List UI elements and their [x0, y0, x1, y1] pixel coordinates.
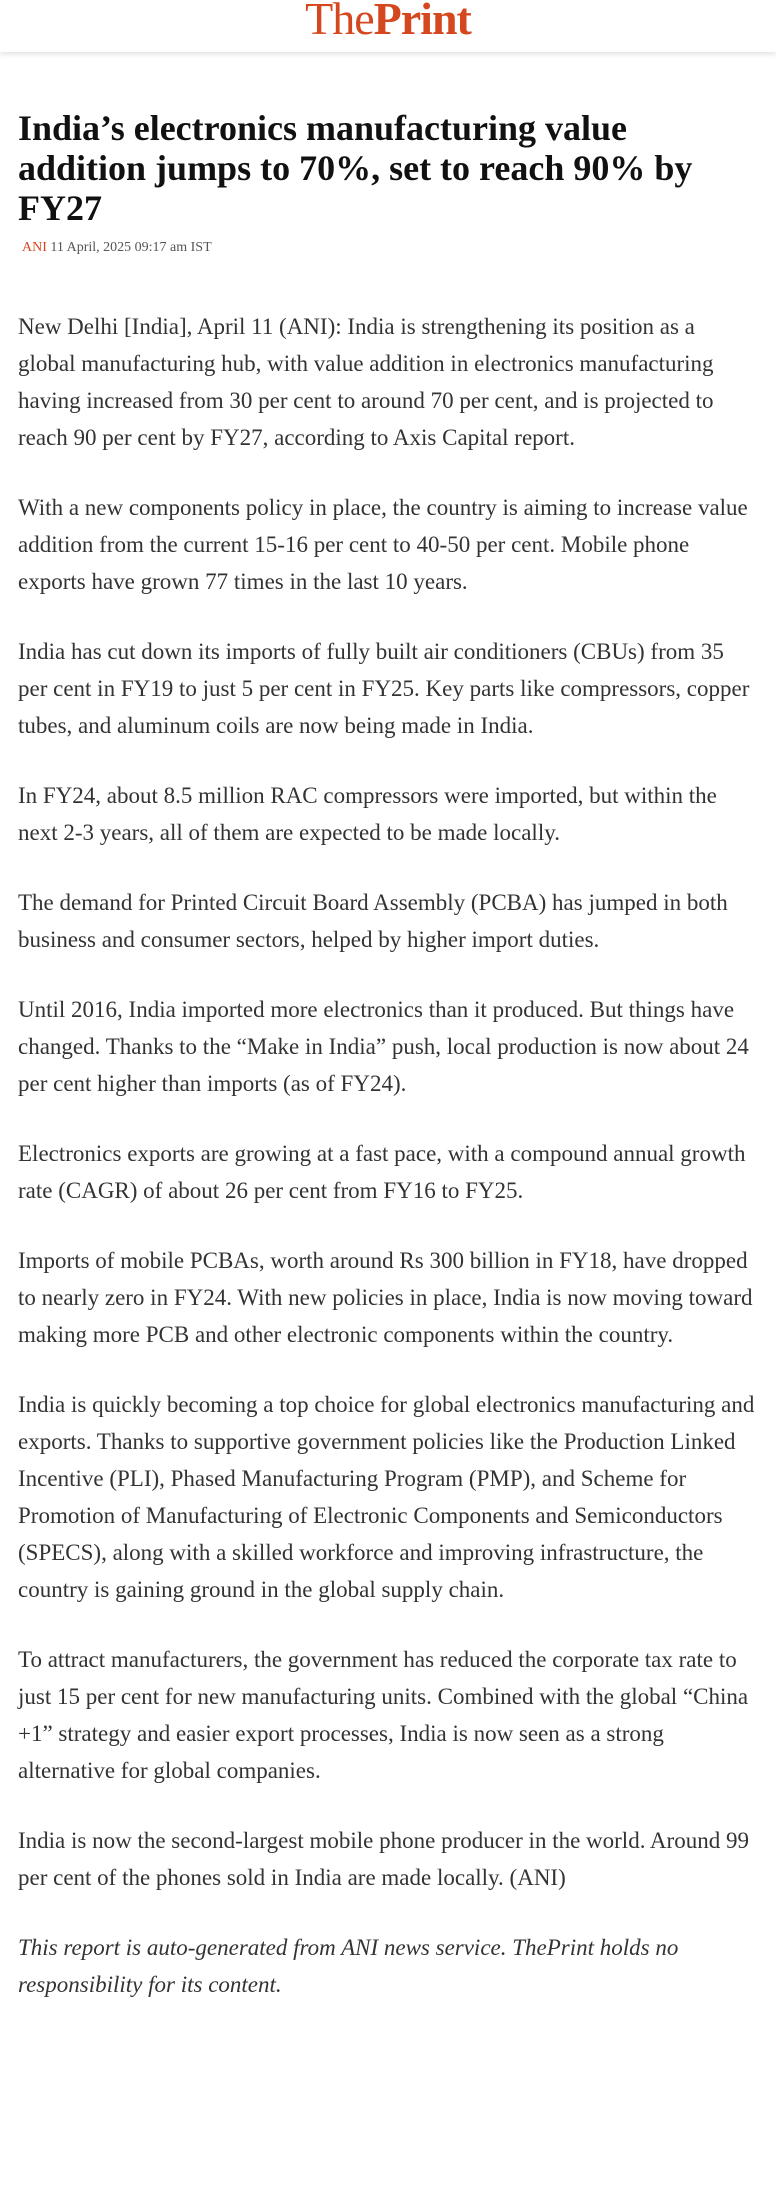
byline: ANI 11 April, 2025 09:17 am IST: [22, 240, 758, 256]
paragraph: The demand for Printed Circuit Board Ass…: [18, 890, 728, 952]
paragraph: Imports of mobile PCBAs, worth around Rs…: [18, 1248, 753, 1347]
byline-date: 11 April, 2025 09:17 am IST: [50, 240, 212, 255]
paragraph: In FY24, about 8.5 million RAC compresso…: [18, 783, 717, 845]
article: India’s electronics manufacturing value …: [0, 108, 776, 2003]
byline-source[interactable]: ANI: [22, 240, 47, 255]
paragraph: New Delhi [India], April 11 (ANI): India…: [18, 314, 714, 450]
logo[interactable]: ThePrint: [305, 0, 472, 44]
site-header: ThePrint: [0, 0, 776, 52]
paragraph: India has cut down its imports of fully …: [18, 639, 750, 738]
paragraph: With a new components policy in place, t…: [18, 495, 748, 594]
article-title: India’s electronics manufacturing value …: [18, 108, 693, 228]
paragraph: India is quickly becoming a top choice f…: [18, 1392, 755, 1602]
paragraph: Until 2016, India imported more electron…: [18, 997, 749, 1096]
logo-print: Print: [373, 0, 472, 44]
logo-the: The: [305, 0, 375, 44]
article-body: New Delhi [India], April 11 (ANI): India…: [18, 308, 758, 1896]
paragraph: Electronics exports are growing at a fas…: [18, 1141, 746, 1203]
paragraph: India is now the second-largest mobile p…: [18, 1828, 749, 1890]
disclaimer: This report is auto-generated from ANI n…: [18, 1935, 679, 1997]
paragraph: To attract manufacturers, the government…: [18, 1647, 749, 1783]
